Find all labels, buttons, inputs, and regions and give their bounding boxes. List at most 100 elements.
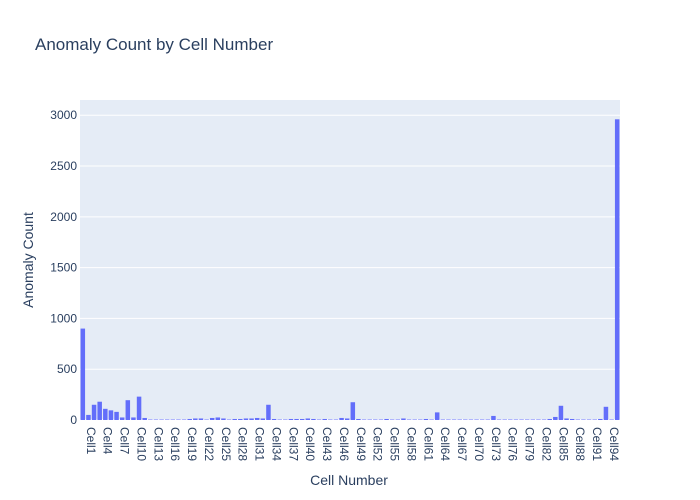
bar — [429, 419, 434, 420]
bar — [142, 417, 147, 420]
bar — [581, 419, 586, 420]
bar — [389, 419, 395, 420]
bar — [294, 418, 299, 420]
bar — [367, 419, 372, 420]
bar — [541, 419, 547, 420]
bar — [254, 417, 260, 420]
x-tick-label: Cell61 — [421, 427, 435, 461]
bar — [502, 419, 507, 420]
x-tick-label: Cell70 — [472, 427, 486, 461]
bar — [440, 419, 446, 420]
x-tick-label: Cell58 — [404, 427, 418, 461]
bar — [586, 419, 592, 420]
x-tick-label: Cell31 — [253, 427, 267, 461]
bar — [412, 419, 417, 420]
bar — [266, 404, 271, 420]
bar — [592, 419, 597, 420]
bar — [181, 419, 187, 420]
bar — [614, 119, 620, 421]
x-axis-title: Cell Number — [310, 472, 388, 488]
bar — [463, 419, 468, 420]
x-tick-label: Cell1 — [84, 427, 98, 455]
bar — [271, 418, 277, 420]
x-tick-label: Cell4 — [101, 427, 115, 455]
bar — [378, 419, 384, 420]
x-tick-label: Cell22 — [202, 427, 216, 461]
bar — [395, 419, 401, 420]
bar — [288, 418, 294, 420]
bar — [384, 418, 389, 420]
bar — [406, 419, 412, 420]
bar — [91, 404, 97, 420]
x-tick-label: Cell91 — [590, 427, 604, 461]
x-tick-label: Cell40 — [303, 427, 317, 461]
bar — [153, 419, 159, 420]
bar — [249, 418, 254, 420]
bar — [603, 406, 609, 420]
bar — [119, 417, 125, 420]
bar — [423, 418, 429, 420]
bar — [485, 419, 491, 420]
bar — [80, 328, 86, 420]
y-axis-ticks: 0 500 1000 1500 2000 2500 3000 — [50, 108, 77, 427]
x-tick-label: Cell64 — [438, 427, 452, 461]
bar — [558, 405, 564, 420]
bar — [524, 419, 530, 420]
bar — [451, 419, 457, 420]
y-axis-title: Anomaly Count — [20, 212, 36, 308]
bar — [193, 418, 198, 420]
x-tick-label: Cell13 — [151, 427, 165, 461]
x-tick-label: Cell34 — [269, 427, 283, 461]
bar — [215, 417, 221, 420]
bar — [103, 408, 108, 420]
bar — [328, 419, 333, 420]
bar — [598, 418, 603, 420]
bar — [97, 401, 102, 420]
x-tick-label: Cell85 — [556, 427, 570, 461]
y-tick-label: 500 — [57, 362, 77, 376]
bar — [125, 400, 131, 420]
bar — [418, 419, 423, 420]
x-axis-ticks: Cell1 Cell4 Cell7 Cell10 Cell13 Cell16 Cell19 C… — [84, 427, 621, 461]
x-tick-label: Cell25 — [219, 427, 233, 461]
chart-title: Anomaly Count by Cell Number — [35, 35, 273, 54]
bar — [198, 418, 204, 420]
y-tick-label: 2500 — [50, 159, 77, 173]
x-tick-label: Cell88 — [573, 427, 587, 461]
bar — [457, 419, 462, 420]
plot-area — [80, 100, 620, 420]
x-tick-label: Cell82 — [539, 427, 553, 461]
bar — [434, 412, 440, 420]
bar — [553, 416, 558, 420]
x-tick-label: Cell52 — [371, 427, 385, 461]
bar — [170, 419, 176, 420]
bar — [209, 417, 215, 420]
bar — [508, 419, 513, 420]
bar — [187, 418, 192, 420]
bar — [164, 419, 170, 420]
bar — [232, 418, 237, 420]
bar — [243, 418, 249, 420]
bar — [468, 419, 474, 420]
bar — [238, 418, 243, 420]
x-tick-label: Cell49 — [354, 427, 368, 461]
x-tick-label: Cell28 — [236, 427, 250, 461]
bar — [356, 418, 361, 420]
bar — [221, 418, 226, 420]
y-tick-label: 1500 — [50, 261, 77, 275]
bar — [159, 419, 164, 420]
bar — [283, 419, 288, 420]
bar — [496, 419, 502, 420]
x-tick-label: Cell16 — [168, 427, 182, 461]
x-tick-label: Cell67 — [455, 427, 469, 461]
x-tick-label: Cell19 — [185, 427, 199, 461]
bar — [226, 419, 232, 420]
bar — [513, 419, 519, 420]
y-tick-label: 2000 — [50, 210, 77, 224]
x-tick-label: Cell79 — [523, 427, 537, 461]
bar — [530, 419, 536, 420]
bar — [322, 418, 327, 420]
bar — [575, 419, 581, 420]
bar — [305, 418, 311, 420]
